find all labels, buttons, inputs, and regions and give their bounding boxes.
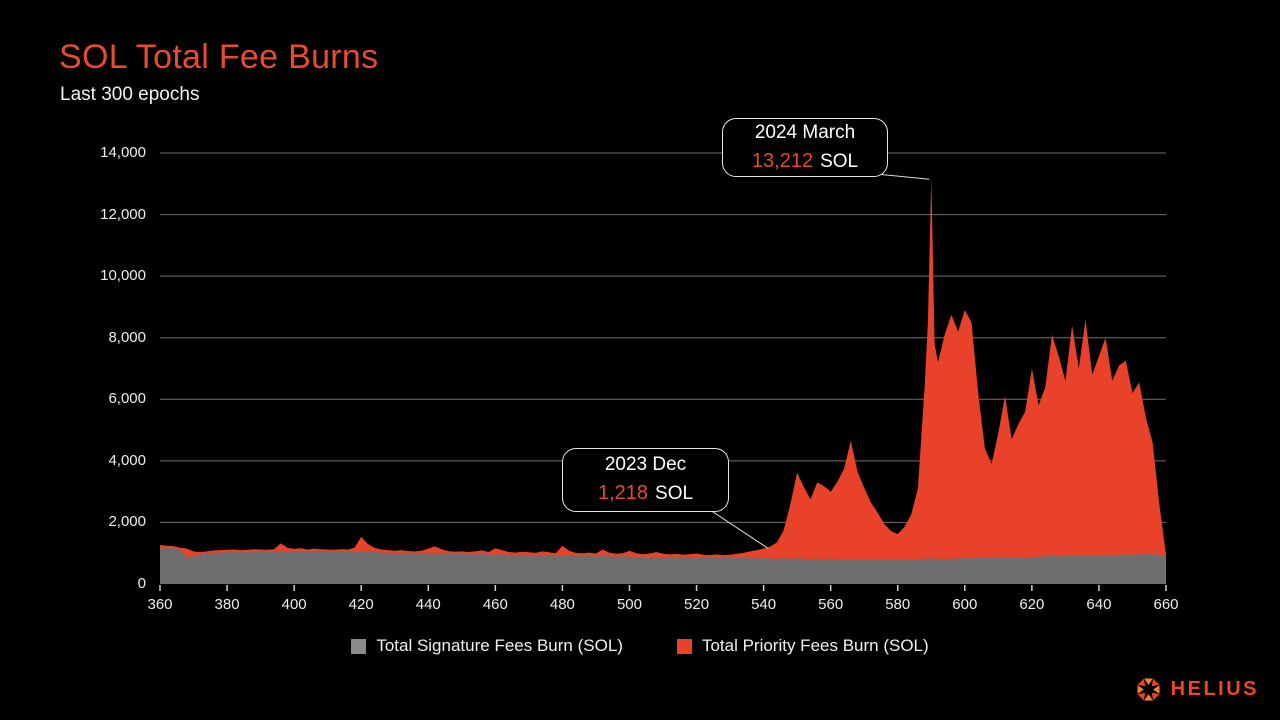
legend-item-priority-fees: Total Priority Fees Burn (SOL) <box>676 636 929 656</box>
priority-fees-swatch-icon <box>676 638 692 654</box>
legend-label: Total Signature Fees Burn (SOL) <box>376 636 623 655</box>
annotation-unit: SOL <box>655 483 694 504</box>
chart-title: SOL Total Fee Burns <box>59 38 379 76</box>
chart-legend: Total Signature Fees Burn (SOL) Total Pr… <box>0 636 1280 656</box>
annotation-unit: SOL <box>820 150 859 172</box>
legend-item-signature-fees: Total Signature Fees Burn (SOL) <box>351 636 623 656</box>
annotation-value: 1,218 <box>597 482 649 504</box>
annotation-2024-march: 2024 March 13,212 SOL <box>722 118 888 177</box>
signature-fees-swatch-icon <box>351 638 367 654</box>
annotation-2023-dec: 2023 Dec 1,218 SOL <box>562 448 729 512</box>
legend-label: Total Priority Fees Burn (SOL) <box>701 636 929 655</box>
helius-sunburst-icon <box>1137 678 1160 701</box>
annotation-value: 13,212 <box>751 149 814 172</box>
annotation-date: 2023 Dec <box>604 454 687 476</box>
chart-subtitle: Last 300 epochs <box>60 84 200 105</box>
brand-wordmark: HELIUS <box>1170 678 1259 700</box>
annotation-date: 2024 March <box>754 121 856 143</box>
helius-logo: HELIUS <box>1135 676 1259 703</box>
